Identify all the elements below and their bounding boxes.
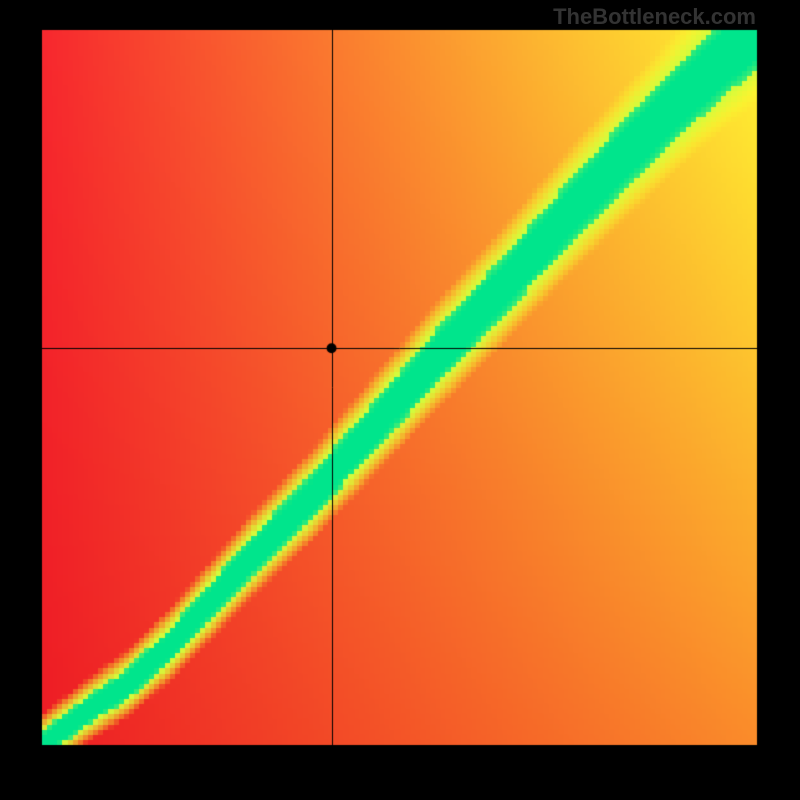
bottleneck-heatmap xyxy=(0,0,800,800)
watermark-text: TheBottleneck.com xyxy=(553,4,756,30)
chart-container: TheBottleneck.com xyxy=(0,0,800,800)
